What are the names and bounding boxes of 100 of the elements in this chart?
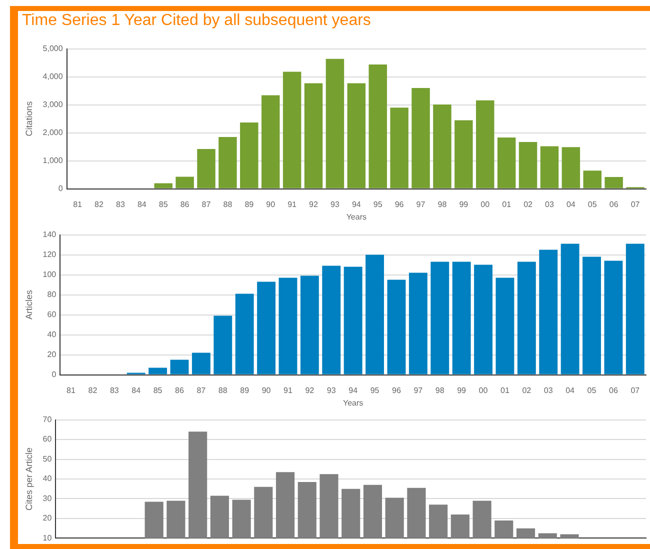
x-tick-label: 84	[132, 386, 142, 395]
bar	[517, 262, 536, 374]
x-tick-label: 94	[348, 386, 358, 395]
bar	[540, 146, 559, 188]
y-tick-label: 40	[42, 474, 52, 484]
x-tick-label: 87	[196, 386, 206, 395]
x-tick-label: 99	[457, 386, 467, 395]
x-tick-label: 97	[416, 200, 426, 209]
bar	[496, 278, 514, 374]
x-tick-label: 95	[370, 386, 380, 395]
bar	[430, 262, 450, 374]
x-tick-label: 00	[480, 200, 490, 209]
x-tick-label: 92	[305, 386, 315, 395]
bar	[583, 170, 602, 188]
x-tick-label: 07	[630, 200, 640, 209]
x-tick-label: 03	[544, 386, 554, 395]
bar	[452, 262, 471, 374]
x-tick-label: 85	[153, 386, 163, 395]
x-tick-label: 98	[438, 200, 448, 209]
x-tick-label: 89	[244, 200, 254, 209]
x-tick-label: 93	[330, 200, 340, 209]
bar	[562, 147, 580, 188]
bar	[170, 360, 189, 374]
bar	[300, 276, 319, 374]
bar	[257, 282, 276, 374]
x-tick-label: 04	[566, 386, 576, 395]
x-tick-label: 01	[502, 200, 512, 209]
y-tick-label: 140	[42, 230, 57, 240]
y-axis-title: Citations	[24, 100, 34, 136]
bar	[433, 104, 452, 188]
bar	[326, 58, 344, 188]
bar	[474, 264, 492, 374]
x-tick-label: 90	[266, 200, 276, 209]
x-tick-label: 95	[373, 200, 383, 209]
bar	[604, 260, 623, 374]
x-tick-label: 82	[94, 200, 104, 209]
x-tick-label: 05	[588, 200, 598, 209]
x-tick-label: 97	[414, 386, 424, 395]
bar	[344, 266, 362, 374]
bar	[235, 294, 254, 374]
bar	[626, 244, 644, 374]
y-tick-label: 40	[47, 330, 57, 340]
x-tick-label: 81	[73, 200, 83, 209]
bar	[347, 83, 366, 188]
bar	[218, 137, 237, 188]
x-tick-label: 82	[88, 386, 98, 395]
y-tick-label: 70	[42, 415, 52, 424]
x-tick-label: 06	[609, 200, 619, 209]
bar	[604, 177, 623, 188]
x-tick-label: 85	[158, 200, 168, 209]
x-tick-label: 88	[218, 386, 228, 395]
x-tick-label: 90	[262, 386, 272, 395]
bar	[368, 64, 387, 188]
y-tick-label: 60	[42, 434, 52, 444]
y-tick-label: 0	[52, 370, 57, 380]
y-tick-label: 100	[42, 270, 57, 280]
x-tick-label: 96	[392, 386, 402, 395]
bar	[390, 108, 408, 188]
y-tick-label: 0	[58, 184, 64, 194]
x-tick-label: 03	[545, 200, 554, 209]
x-tick-label: 02	[522, 386, 532, 395]
chart-title: Time Series 1 Year Cited by all subsequent years	[22, 12, 371, 30]
bar	[176, 176, 194, 188]
x-tick-label: 84	[137, 200, 147, 209]
bar	[148, 368, 168, 374]
y-tick-label: 10	[42, 533, 52, 542]
x-tick-label: 91	[288, 200, 298, 209]
y-tick-label: 60	[47, 310, 57, 320]
bar	[582, 256, 601, 374]
bar	[240, 122, 258, 188]
bar	[366, 254, 384, 374]
bar	[518, 142, 538, 188]
x-tick-label: 94	[352, 200, 362, 209]
x-tick-label: 88	[223, 200, 233, 209]
x-tick-label: 06	[609, 386, 618, 395]
x-tick-label: 01	[500, 386, 510, 395]
y-tick-label: 20	[42, 514, 52, 523]
x-tick-label: 04	[566, 200, 576, 209]
x-tick-label: 93	[326, 386, 336, 395]
x-tick-label: 89	[240, 386, 250, 395]
x-tick-label: 92	[309, 200, 319, 209]
y-axis-title: Articles	[24, 290, 34, 320]
x-tick-label: 02	[524, 200, 534, 209]
x-tick-label: 99	[459, 200, 469, 209]
x-tick-label: 98	[435, 386, 445, 395]
y-tick-label: 120	[42, 250, 57, 260]
y-tick-label: 30	[42, 494, 52, 503]
bar	[539, 250, 558, 374]
x-tick-label: 86	[180, 200, 190, 209]
x-tick-label: 86	[175, 386, 184, 395]
x-tick-label: 05	[587, 386, 597, 395]
bar	[560, 244, 580, 374]
y-tick-label: 80	[47, 290, 57, 300]
y-tick-label: 1,000	[42, 156, 64, 166]
x-tick-label: 00	[478, 386, 488, 395]
x-tick-label: 96	[394, 200, 404, 209]
bar	[197, 149, 216, 188]
y-tick-label: 50	[42, 454, 52, 464]
bar	[387, 280, 406, 374]
bar	[322, 266, 341, 374]
